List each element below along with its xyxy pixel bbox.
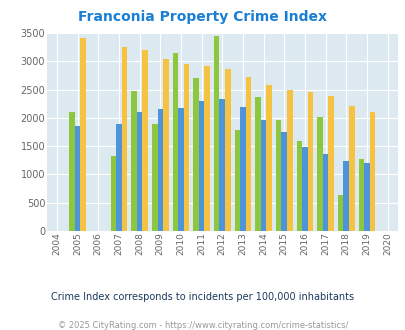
Bar <box>219 99 224 231</box>
Bar <box>316 117 322 231</box>
Bar <box>301 147 307 231</box>
Bar <box>266 85 271 231</box>
Bar <box>157 109 163 231</box>
Bar <box>240 107 245 231</box>
Bar <box>286 90 292 231</box>
Bar <box>142 50 148 231</box>
Bar <box>281 132 286 231</box>
Bar <box>213 36 219 231</box>
Bar <box>151 123 157 231</box>
Bar <box>131 91 136 231</box>
Bar <box>307 92 313 231</box>
Bar <box>275 119 281 231</box>
Bar <box>255 97 260 231</box>
Bar <box>245 77 251 231</box>
Bar <box>136 112 142 231</box>
Bar <box>343 161 348 231</box>
Bar <box>80 38 86 231</box>
Bar <box>358 159 363 231</box>
Bar <box>193 78 198 231</box>
Text: © 2025 CityRating.com - https://www.cityrating.com/crime-statistics/: © 2025 CityRating.com - https://www.city… <box>58 321 347 330</box>
Bar <box>172 53 178 231</box>
Bar <box>198 101 204 231</box>
Bar <box>75 126 80 231</box>
Bar <box>69 112 75 231</box>
Bar <box>296 141 301 231</box>
Bar <box>348 106 354 231</box>
Bar <box>204 66 209 231</box>
Bar <box>260 120 266 231</box>
Bar <box>178 108 183 231</box>
Bar <box>363 163 369 231</box>
Text: Franconia Property Crime Index: Franconia Property Crime Index <box>78 10 327 24</box>
Bar <box>224 69 230 231</box>
Bar <box>369 112 374 231</box>
Bar <box>183 64 189 231</box>
Bar <box>122 47 127 231</box>
Bar <box>337 195 343 231</box>
Bar <box>163 59 168 231</box>
Bar <box>328 96 333 231</box>
Text: Crime Index corresponds to incidents per 100,000 inhabitants: Crime Index corresponds to incidents per… <box>51 292 354 302</box>
Bar <box>234 130 240 231</box>
Bar <box>322 154 328 231</box>
Bar <box>116 124 121 231</box>
Bar <box>110 156 116 231</box>
